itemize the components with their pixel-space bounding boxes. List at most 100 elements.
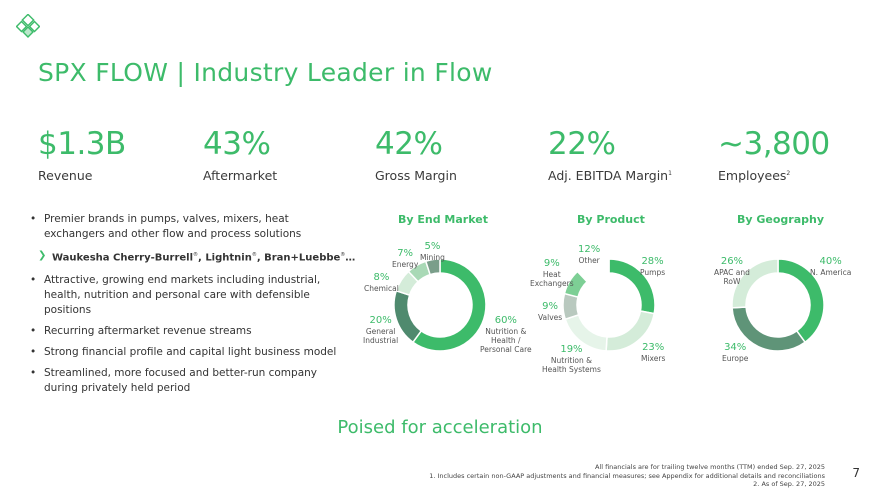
- slice-label-energy: 7% Energy: [392, 248, 418, 269]
- kpi-label-text: Aftermarket: [203, 168, 278, 183]
- footnote-marker: 1: [668, 169, 672, 177]
- donut-chart-geography: [731, 258, 825, 352]
- kpi-employees: ~3,800 Employees2: [718, 126, 830, 183]
- chevron-right-icon: ❯: [38, 250, 47, 261]
- kpi-label-text: Revenue: [38, 168, 93, 183]
- kpi-gross-margin: 42% Gross Margin: [375, 126, 457, 183]
- chart-title-geography: By Geography: [737, 213, 825, 226]
- tagline: Poised for acceleration: [337, 417, 543, 438]
- slice-label-north-america: 40% N. America: [810, 256, 851, 277]
- kpi-label-text: Adj. EBITDA Margin: [548, 168, 669, 183]
- bullet-list: • Premier brands in pumps, valves, mixers…: [30, 212, 355, 402]
- slice-pct: 5%: [424, 241, 441, 252]
- slice-name: RoW: [723, 277, 741, 286]
- slice-label-valves: 9% Valves: [538, 301, 562, 322]
- bullet-dot-icon: •: [30, 274, 37, 287]
- slice-pct: 28%: [641, 256, 664, 267]
- kpi-aftermarket: 43% Aftermarket: [203, 126, 277, 183]
- brand-name: Waukesha Cherry-Burrell: [52, 252, 194, 264]
- slice-label-heat-exchangers: 9% Heat Exchangers: [530, 258, 574, 288]
- slice-name: Europe: [722, 354, 749, 363]
- bullet-item: • Recurring aftermarket revenue streams: [30, 324, 340, 339]
- slice-name: Other: [578, 256, 600, 265]
- kpi-value: 42%: [375, 126, 443, 162]
- slice-pct: 7%: [397, 248, 414, 259]
- bullet-text: Premier brands in pumps, valves, mixers,…: [44, 213, 302, 240]
- spx-flow-logo-icon: [16, 14, 40, 38]
- slice-pct: 34%: [724, 342, 747, 353]
- slice-name: Exchangers: [530, 279, 574, 288]
- chart-title-product: By Product: [577, 213, 645, 226]
- donut-chart-product: [562, 258, 656, 352]
- donut-chart-end-market: [393, 258, 487, 352]
- slice-label-chemical: 8% Chemical: [364, 272, 399, 293]
- slice-label-nutrition-health: 60% Nutrition & Health / Personal Care: [480, 315, 532, 354]
- slice-name: N. America: [810, 268, 852, 277]
- registered-mark: ®: [193, 252, 199, 258]
- slice-name: Industrial: [363, 336, 399, 345]
- slice-name: Health Systems: [542, 365, 601, 374]
- bullet-dot-icon: •: [30, 213, 37, 225]
- slice-pct: 20%: [369, 315, 392, 326]
- slice-name: Valves: [538, 313, 563, 322]
- donut-slice-other: [576, 258, 610, 283]
- slice-pct: 9%: [543, 258, 560, 269]
- kpi-label: Revenue: [38, 168, 126, 183]
- slice-label-mixers: 23% Mixers: [641, 342, 665, 363]
- bullet-item: • Streamlined, more focused and better-ru…: [30, 366, 340, 396]
- slice-pct: 19%: [560, 344, 583, 355]
- registered-mark: ®: [251, 252, 257, 258]
- brand-list: ❯ Waukesha Cherry-Burrell®, Lightnin®, B…: [30, 248, 355, 265]
- slice-name: Energy: [392, 260, 419, 269]
- slice-name: APAC and: [714, 268, 750, 277]
- slice-name: Nutrition &: [485, 327, 527, 336]
- kpi-label: Gross Margin: [375, 168, 457, 183]
- kpi-label: Adj. EBITDA Margin1: [548, 168, 672, 183]
- donut-slice-valves: [562, 292, 580, 321]
- donut-slice-apac-and-row: [731, 258, 779, 309]
- slice-name: Pumps: [640, 268, 666, 277]
- chart-title-end-market: By End Market: [398, 213, 488, 226]
- bullet-dot-icon: •: [30, 367, 37, 380]
- brand-separator: ,: [256, 252, 265, 264]
- footnotes: All financials are for trailing twelve m…: [429, 463, 825, 489]
- brand-separator: ,: [198, 252, 206, 264]
- slice-pct: 9%: [542, 301, 559, 312]
- kpi-label-text: Gross Margin: [375, 168, 457, 183]
- slice-name: Health /: [491, 336, 521, 345]
- slice-label-apac: 26% APAC and RoW: [714, 256, 750, 286]
- slice-label-general-industrial: 20% General Industrial: [363, 315, 398, 345]
- bullet-text: Attractive, growing end markets includin…: [44, 274, 321, 317]
- slice-pct: 8%: [373, 272, 390, 283]
- kpi-value: 22%: [548, 126, 616, 162]
- slice-label-europe: 34% Europe: [722, 342, 748, 363]
- bullet-item: • Strong financial profile and capital li…: [30, 345, 340, 360]
- footnote: 1. Includes certain non-GAAP adjustments…: [429, 471, 825, 480]
- brand-name: Bran+Luebbe: [264, 252, 341, 264]
- footnote: All financials are for trailing twelve m…: [594, 463, 825, 471]
- bullet-text: Recurring aftermarket revenue streams: [44, 325, 252, 338]
- kpi-revenue: $1.3B Revenue: [38, 126, 126, 183]
- footnote-marker: 2: [786, 169, 791, 177]
- slice-name: Heat: [542, 270, 561, 279]
- kpi-value: ~3,800: [718, 126, 830, 162]
- bullet-text: Strong financial profile and capital lig…: [44, 346, 337, 359]
- kpi-label: Employees2: [718, 168, 830, 183]
- kpi-ebitda-margin: 22% Adj. EBITDA Margin1: [548, 126, 672, 183]
- slice-pct: 26%: [720, 256, 744, 267]
- slice-name: Nutrition &: [550, 356, 592, 365]
- footnote: 2. As of Sep. 27, 2025: [753, 480, 825, 488]
- brand-ellipsis: …: [345, 252, 356, 264]
- slice-label-pumps: 28% Pumps: [640, 256, 665, 277]
- page-title: SPX FLOW | Industry Leader in Flow: [38, 58, 493, 87]
- slice-label-other: 12% Other: [578, 244, 600, 265]
- registered-mark: ®: [340, 252, 346, 258]
- donut-slice-nutrition-health-personal-care: [411, 258, 487, 352]
- slice-name: Mining: [420, 253, 445, 262]
- slice-label-mining: 5% Mining: [420, 241, 445, 262]
- slice-pct: 40%: [819, 256, 842, 267]
- brand-name: Lightnin: [205, 252, 252, 264]
- bullet-dot-icon: •: [30, 346, 37, 359]
- bullet-item: • Premier brands in pumps, valves, mixers…: [30, 212, 340, 242]
- slice-pct: 12%: [578, 244, 601, 255]
